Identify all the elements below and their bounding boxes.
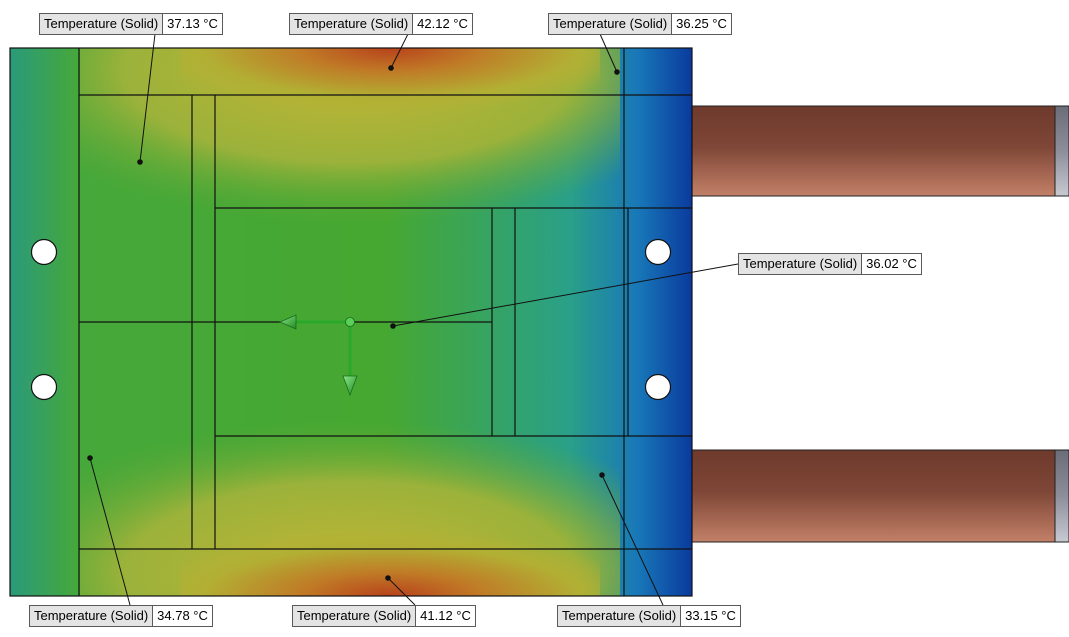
probe-label-text: Temperature (Solid) (293, 606, 417, 626)
probe-label-text: Temperature (Solid) (40, 14, 164, 34)
coordinate-triad[interactable] (279, 314, 358, 397)
probe-point (614, 69, 620, 75)
probe-label-2[interactable]: Temperature (Solid) 42.12 °C (289, 13, 473, 35)
pipe-bottom[interactable] (691, 449, 1069, 543)
triad-origin-icon (345, 317, 355, 327)
probe-point (137, 159, 143, 165)
probe-value: 33.15 °C (681, 606, 740, 626)
mount-hole (644, 238, 672, 266)
probe-value: 37.13 °C (163, 14, 222, 34)
probe-label-5[interactable]: Temperature (Solid) 34.78 °C (29, 605, 213, 627)
probe-label-1[interactable]: Temperature (Solid) 37.13 °C (39, 13, 223, 35)
probe-value: 36.02 °C (862, 254, 921, 274)
probe-label-6[interactable]: Temperature (Solid) 41.12 °C (292, 605, 476, 627)
probe-label-7[interactable]: Temperature (Solid) 33.15 °C (557, 605, 741, 627)
triad-x-arrow-icon (279, 314, 297, 330)
triad-y-arrow-icon (342, 375, 358, 397)
probe-label-text: Temperature (Solid) (558, 606, 682, 626)
probe-point (388, 65, 394, 71)
probe-point (385, 575, 391, 581)
probe-label-4[interactable]: Temperature (Solid) 36.02 °C (738, 253, 922, 275)
probe-point (87, 455, 93, 461)
mount-hole (30, 373, 58, 401)
probe-point (599, 472, 605, 478)
probe-point (390, 323, 396, 329)
pipe-top[interactable] (691, 105, 1069, 197)
mount-hole (644, 373, 672, 401)
probe-value: 42.12 °C (413, 14, 472, 34)
probe-label-3[interactable]: Temperature (Solid) 36.25 °C (548, 13, 732, 35)
probe-label-text: Temperature (Solid) (290, 14, 414, 34)
probe-value: 36.25 °C (672, 14, 731, 34)
mount-hole (30, 238, 58, 266)
probe-label-text: Temperature (Solid) (549, 14, 673, 34)
mounting-holes (30, 238, 672, 401)
probe-label-text: Temperature (Solid) (30, 606, 154, 626)
probe-label-text: Temperature (Solid) (739, 254, 863, 274)
probe-leaders (87, 33, 739, 606)
probe-value: 34.78 °C (153, 606, 212, 626)
probe-value: 41.12 °C (416, 606, 475, 626)
